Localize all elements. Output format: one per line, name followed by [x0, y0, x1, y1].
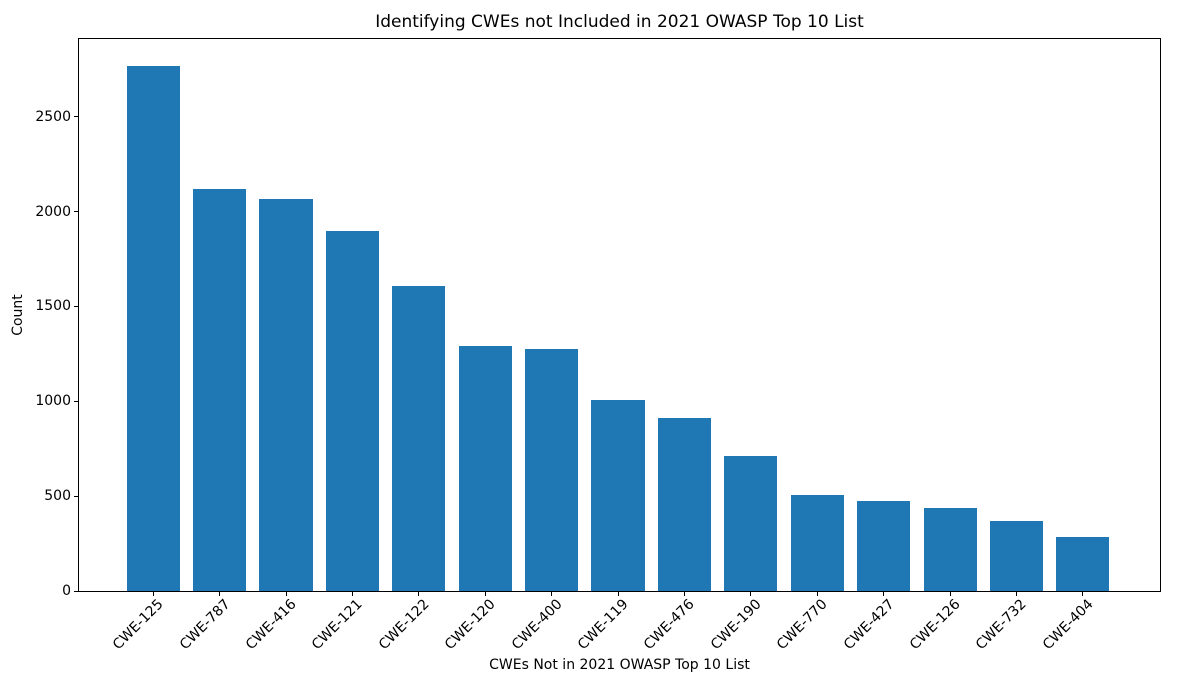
- bar: [325, 230, 379, 591]
- bar: [923, 507, 977, 591]
- bar: [126, 65, 180, 591]
- x-axis-label: CWEs Not in 2021 OWASP Top 10 List: [489, 657, 750, 673]
- bar-slot: [917, 39, 983, 591]
- y-tick-label: 1000: [35, 393, 71, 410]
- x-tick-label: CWE-125: [110, 596, 167, 654]
- bar: [724, 456, 778, 591]
- x-tick-label: CWE-416: [242, 596, 300, 654]
- bar-slot: [253, 39, 319, 591]
- x-tick-label: CWE-400: [508, 596, 566, 654]
- bar: [1056, 536, 1110, 591]
- bar-slot: [784, 39, 850, 591]
- x-tick-label: CWE-121: [309, 596, 366, 654]
- x-tick-mark: [816, 591, 818, 596]
- x-tick-label: CWE-122: [375, 596, 433, 654]
- x-tick-label: CWE-126: [906, 596, 964, 654]
- bar-slot: [452, 39, 518, 591]
- x-tick-mark: [285, 591, 287, 596]
- bar-slot: [718, 39, 784, 591]
- x-tick-mark: [750, 591, 752, 596]
- bar-slot: [983, 39, 1049, 591]
- x-tick-label: CWE-120: [442, 596, 499, 654]
- bar-slot: [319, 39, 385, 591]
- x-tick-mark: [883, 591, 885, 596]
- bar: [525, 348, 579, 591]
- bar-slot: [186, 39, 252, 591]
- x-tick-label: CWE-476: [641, 596, 698, 654]
- bar-slot: [386, 39, 452, 591]
- y-tick-label: 1500: [35, 298, 71, 315]
- y-tick-mark: [74, 305, 79, 307]
- y-tick-label: 0: [62, 583, 71, 599]
- x-tick-mark: [617, 591, 619, 596]
- x-tick-mark: [949, 591, 951, 596]
- bar: [259, 199, 313, 591]
- x-tick-label: CWE-190: [707, 596, 765, 654]
- y-tick-mark: [74, 211, 79, 213]
- bar: [657, 418, 712, 591]
- y-tick-mark: [74, 495, 79, 497]
- bar: [591, 399, 645, 591]
- y-tick-mark: [74, 590, 79, 592]
- y-axis-label: Count: [0, 38, 36, 592]
- bar-slot: [850, 39, 916, 591]
- bar: [458, 346, 512, 591]
- x-tick-mark: [1015, 591, 1017, 596]
- x-tick-mark: [484, 591, 486, 596]
- bar: [857, 501, 911, 591]
- x-tick-mark: [351, 591, 353, 596]
- x-tick-mark: [219, 591, 221, 596]
- x-tick-mark: [418, 591, 420, 596]
- x-tick-label: CWE-119: [574, 596, 632, 654]
- bar: [989, 521, 1044, 591]
- y-tick-mark: [74, 116, 79, 118]
- x-tick-label: CWE-404: [1039, 596, 1097, 654]
- y-tick-label: 500: [44, 488, 71, 505]
- y-tick-label: 2500: [35, 108, 71, 125]
- bar-slot: [1050, 39, 1116, 591]
- bar: [790, 494, 844, 591]
- x-tick-mark: [551, 591, 553, 596]
- bar-slot: [651, 39, 717, 591]
- bars: [79, 39, 1160, 591]
- chart-title: Identifying CWEs not Included in 2021 OW…: [375, 12, 864, 32]
- x-tick-label: CWE-427: [840, 596, 898, 654]
- plot-area: 0 500 1000 1500 2000 2500 CWE-125 CWE-787 CWE-41…: [35, 38, 1161, 653]
- y-tick-label: 2000: [35, 203, 71, 220]
- x-tick-label: CWE-732: [973, 596, 1030, 654]
- y-axis-label-text: Count: [10, 294, 27, 336]
- bar-slot: [585, 39, 651, 591]
- bar: [193, 188, 247, 591]
- y-tick-mark: [74, 400, 79, 402]
- bar: [392, 285, 446, 591]
- x-tick-label: CWE-787: [176, 596, 234, 654]
- bar-slot: [518, 39, 584, 591]
- x-tick-mark: [1082, 591, 1084, 596]
- bar-slot: [120, 39, 186, 591]
- x-tick-label: CWE-770: [774, 596, 831, 654]
- x-tick-mark: [152, 591, 154, 596]
- x-tick-mark: [683, 591, 685, 596]
